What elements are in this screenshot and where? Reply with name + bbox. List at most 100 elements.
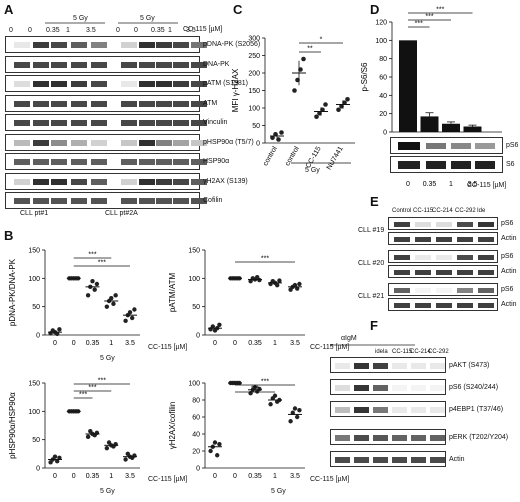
panel-a-lane-label: 0.35 <box>151 27 165 34</box>
panel-a-band <box>14 100 30 107</box>
panel-a-lane-label: 0 <box>116 27 120 34</box>
significance-stars: *** <box>251 386 259 393</box>
panel-e-band <box>415 270 431 275</box>
panel-e-band <box>436 270 452 275</box>
panel-a-band <box>33 120 49 126</box>
x-tick-label: 3.5 <box>468 181 478 188</box>
panel-a-band <box>139 159 155 165</box>
panel-f-band <box>411 385 426 391</box>
panel-a-band <box>14 198 30 204</box>
panel-a-band <box>91 139 107 146</box>
data-point <box>52 454 58 459</box>
panel-f-band <box>392 457 407 463</box>
panel-e-band <box>478 255 494 260</box>
panel-e-group-label: CLL #21 <box>358 293 385 300</box>
panel-a-band <box>191 159 207 165</box>
panel-e-band <box>415 237 431 242</box>
panel-a-band <box>51 100 67 107</box>
panel-a-band <box>51 42 67 48</box>
panel-a-band <box>14 42 30 48</box>
panel-f-band <box>411 457 426 463</box>
panel-a-band <box>71 139 87 146</box>
y-axis-label: γH2AX/cofilin <box>168 402 177 450</box>
panel-b-dose-3: 5 Gy <box>271 488 286 495</box>
panel-a-band <box>14 81 30 87</box>
x-tick-label: 0 <box>406 181 410 188</box>
x-tick-label: 0 <box>213 340 217 347</box>
panel-f-band <box>354 457 369 463</box>
y-tick-label: 150 <box>188 248 200 255</box>
panel-a-band <box>191 61 207 68</box>
panel-a-band <box>173 61 189 68</box>
panel-a-lane-label: 0.35 <box>46 27 60 34</box>
x-tick-label: 3.5 <box>290 340 300 347</box>
data-point <box>270 135 275 141</box>
panel-a-band <box>173 139 189 146</box>
panel-e-band <box>436 255 452 260</box>
panel-d-letter: D <box>370 2 380 17</box>
data-point <box>268 402 273 407</box>
panel-e-band <box>415 303 431 308</box>
data-point <box>323 102 328 107</box>
panel-a-band <box>33 139 49 146</box>
panel-f-lane-label: idela <box>375 349 388 355</box>
y-tick-label: 60 <box>192 415 200 422</box>
panel-e-band <box>394 270 410 275</box>
panel-e-band <box>394 303 410 308</box>
significance-stars: *** <box>79 392 87 399</box>
data-point <box>132 307 137 312</box>
significance-stars: *** <box>88 252 96 259</box>
data-point <box>279 130 284 135</box>
panel-a-band <box>121 178 137 185</box>
significance-stars: * <box>320 37 323 44</box>
panel-a-band <box>191 42 207 48</box>
panel-e-band <box>457 270 473 275</box>
panel-a-band <box>156 120 172 126</box>
significance-stars: *** <box>88 385 96 392</box>
y-tick-label: 0 <box>383 130 387 137</box>
data-point <box>92 287 97 292</box>
y-tick-label: 40 <box>379 93 387 100</box>
data-point <box>345 96 350 102</box>
panel-e-row-label: Actin <box>501 235 517 242</box>
panel-a-band <box>173 178 189 185</box>
panel-f-row-label: pAKT (S473) <box>449 362 490 369</box>
y-axis-label: pHSP90α/HSP90α <box>8 392 17 459</box>
x-tick-label: 0 <box>72 340 76 347</box>
panel-a-band <box>91 61 107 68</box>
panel-a-band <box>121 139 137 146</box>
panel-e-band <box>457 288 473 293</box>
panel-a-band <box>33 178 49 185</box>
panel-b-dose-1: 5 Gy <box>100 355 115 362</box>
panel-a-row-label: Cofilin <box>203 197 223 204</box>
y-tick-label: 50 <box>192 304 200 311</box>
data-point <box>276 137 281 142</box>
panel-a-band <box>91 120 107 126</box>
y-tick-label: 80 <box>192 398 200 405</box>
panel-e-group-label: CLL #19 <box>358 227 385 234</box>
panel-f-band <box>373 363 388 369</box>
panel-a-band <box>33 42 49 48</box>
y-tick-label: 50 <box>32 304 40 311</box>
panel-a-band <box>191 139 207 146</box>
panel-e-row-label: pS6 <box>501 220 514 227</box>
data-point <box>57 455 62 460</box>
panel-a-band <box>91 100 107 107</box>
panel-a-band <box>139 61 155 68</box>
panel-d-row-ps6: pS6 <box>506 142 519 149</box>
panel-e-band <box>478 303 494 308</box>
data-point <box>295 414 300 420</box>
y-tick-label: 50 <box>252 123 260 130</box>
panel-a-band <box>71 198 87 204</box>
panel-a-conc-unit: CC-115 [µM] <box>183 26 223 33</box>
bar <box>399 40 417 133</box>
bar <box>463 126 482 132</box>
panel-a-blot-strip <box>5 36 207 53</box>
panel-a-band <box>173 42 189 48</box>
x-tick-label: 0 <box>53 340 57 347</box>
panel-f-band <box>373 385 388 391</box>
x-tick-label: 0.35 <box>248 473 262 480</box>
x-tick-label: 0 <box>233 340 237 347</box>
